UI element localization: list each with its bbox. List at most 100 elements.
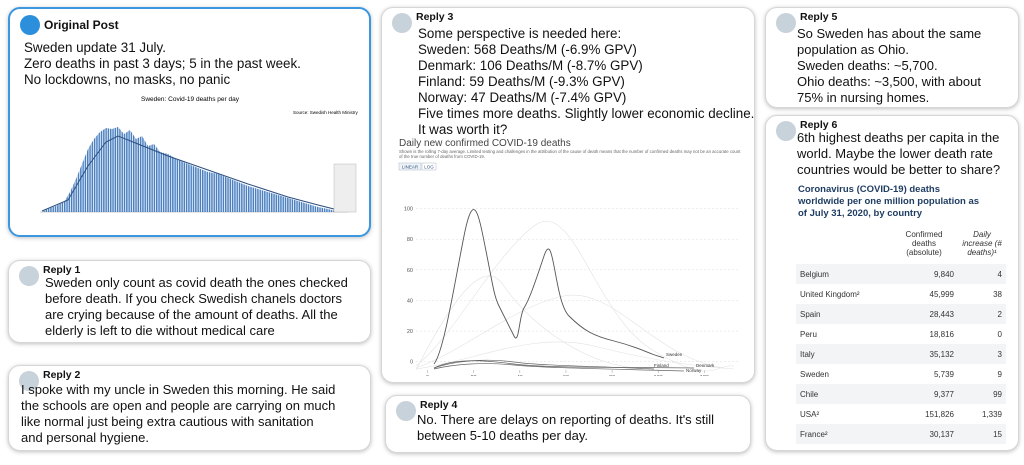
table-cell: 1,339 — [981, 409, 1002, 419]
avatar — [776, 13, 796, 33]
text-line: and personal hygiene. — [21, 430, 149, 445]
table-cell: USA² — [800, 409, 820, 419]
x-tick-label: 0 — [426, 375, 429, 376]
table-cell: 151,826 — [925, 409, 954, 419]
text-line: 75% in nursing homes. — [797, 90, 930, 105]
x-tick-label: 120 — [700, 375, 709, 376]
background-line — [415, 221, 735, 372]
text-line: world. Maybe the lower death rate — [797, 146, 993, 161]
table-cell: Italy — [800, 349, 815, 359]
image-title: Sweden: Covid-19 deaths per day — [141, 96, 240, 103]
table-cell: 28,443 — [929, 309, 954, 319]
image-button — [398, 162, 422, 171]
text-line: Sweden update 31 July. — [24, 40, 166, 55]
x-tick-label: 40 — [517, 375, 523, 376]
table-cell: 5,739 — [933, 369, 954, 379]
text-line: Zero deaths in past 3 days; 5 in the pas… — [24, 56, 301, 71]
image-button-label: LINEAR — [402, 165, 419, 170]
y-tick-label: 20 — [407, 329, 413, 335]
text-line: are crying because of the amount of deat… — [45, 307, 338, 322]
text-line: between 5-10 deaths per day. — [417, 428, 589, 443]
reply-label: Reply 6 — [800, 119, 838, 131]
text-line: population as Ohio. — [797, 42, 910, 57]
reply-text: No. There are delays on reporting of dea… — [417, 412, 714, 444]
reply-label: Reply 1 — [43, 264, 81, 276]
table-cell: Peru — [800, 329, 817, 339]
image-button-label: LOG — [424, 165, 434, 170]
table-cell: 4 — [997, 269, 1002, 279]
denmark-line — [433, 360, 695, 369]
image-bars — [42, 127, 338, 212]
image-subtitle: Shown is the rolling 7-day average. Limi… — [399, 149, 741, 159]
table-row: Chile 9,377 99 — [796, 384, 1006, 404]
x-tick-label: 60 — [563, 375, 569, 376]
text-line: before death. If you check Swedish chane… — [45, 291, 343, 306]
line-label: Finland — [654, 363, 669, 368]
background-line — [415, 341, 735, 370]
post-image: Sweden: Covid-19 deaths per day Source: … — [18, 94, 363, 229]
table-row: Peru 18,816 0 — [796, 324, 1006, 344]
avatar — [19, 266, 39, 286]
table-cell: 30,137 — [929, 429, 954, 439]
table-row: France² 30,137 15 — [796, 424, 1006, 444]
x-tick-label: 80 — [609, 375, 615, 376]
table-row: United Kingdom² 45,999 38 — [796, 284, 1006, 304]
y-tick-label: 40 — [407, 298, 413, 304]
image-trend — [41, 135, 339, 212]
text-line: Norway: 47 Deaths/M (-7.4% GPV) — [418, 90, 627, 105]
table-cell: 2 — [997, 309, 1002, 319]
text-line: countries would be better to share? — [797, 162, 1001, 177]
reply-text: Some perspective is needed here: Sweden:… — [418, 26, 754, 138]
table-cell: Belgium — [800, 269, 829, 279]
image-plot: 020406080100020406080100120Days since 5 … — [404, 207, 739, 376]
table-header: Confirmed deaths (absolute) Daily increa… — [796, 222, 1006, 264]
header-cell: Confirmed deaths (absolute) — [905, 229, 943, 257]
avatar — [776, 121, 796, 141]
avatar — [392, 13, 412, 33]
text-line: Denmark: 106 Deaths/M (-8.7% GPV) — [418, 58, 643, 73]
table-cell: 9,840 — [933, 269, 954, 279]
reply-label: Reply 2 — [43, 369, 81, 381]
reply-card: Reply 5 So Sweden has about the same pop… — [765, 7, 1019, 108]
reply-card: Reply 1 Sweden only count as covid death… — [8, 260, 371, 343]
reply-label: Reply 5 — [800, 11, 838, 23]
table-row: USA² 151,826 1,339 — [796, 404, 1006, 424]
text-line: Some perspective is needed here: — [418, 26, 622, 41]
text-line: No lockdowns, no masks, no panic — [24, 72, 231, 87]
image-title: Daily new confirmed COVID-19 deaths — [399, 138, 571, 149]
table-cell: 18,816 — [929, 329, 954, 339]
image-source: Source: Swedish Health Ministry — [293, 110, 359, 115]
image-note — [333, 163, 357, 213]
table-cell: Spain — [800, 309, 821, 319]
table-row: Sweden 5,739 9 — [796, 364, 1006, 384]
text-line: elderly is left to die without medical c… — [45, 323, 275, 338]
header-cell: Daily increase (# deaths)¹ — [962, 229, 1002, 257]
table-cell: 3 — [997, 349, 1002, 359]
line-label: Norway — [686, 368, 702, 373]
reply-image: Daily new confirmed COVID-19 deaths Show… — [398, 138, 741, 376]
text-line: Sweden: 568 Deaths/M (-6.9% GPV) — [418, 42, 637, 57]
table-cell: 99 — [993, 389, 1002, 399]
table-cell: 0 — [997, 329, 1002, 339]
table-cell: Sweden — [800, 369, 829, 379]
text-line: 6th highest deaths per capita in the — [797, 130, 1000, 145]
reply-text: Sweden only count as covid death the one… — [45, 275, 348, 339]
table-cell: 45,999 — [929, 289, 954, 299]
background-line — [415, 294, 725, 369]
original-post: Original Post Sweden update 31 July. Zer… — [8, 7, 371, 237]
reply-text: So Sweden has about the same population … — [797, 26, 981, 106]
post-text: Sweden update 31 July. Zero deaths in pa… — [24, 40, 301, 88]
table-title: Coronavirus (COVID-19) deaths worldwide … — [798, 184, 980, 219]
text-line: Five times more deaths. Slightly lower e… — [418, 106, 755, 121]
text-line: So Sweden has about the same — [797, 26, 982, 41]
avatar — [396, 401, 416, 421]
table-cell: 9 — [997, 369, 1002, 379]
post-label: Original Post — [44, 18, 119, 32]
line-label: Sweden — [666, 352, 683, 357]
sweden-line — [433, 209, 665, 365]
table-cell: United Kingdom² — [800, 289, 860, 299]
image-button — [421, 162, 437, 171]
avatar — [19, 371, 39, 391]
table-cell: 35,132 — [929, 349, 954, 359]
